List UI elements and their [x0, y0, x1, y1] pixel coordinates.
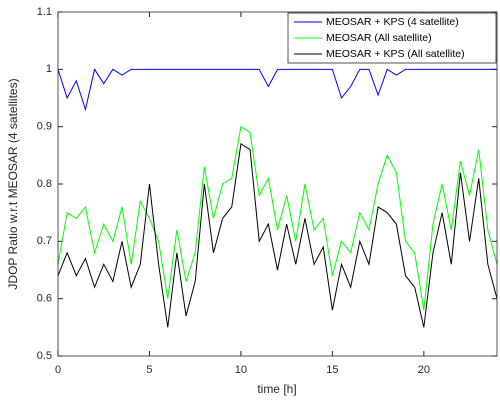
legend-label: MEOSAR + KPS (All satellite)	[326, 48, 465, 60]
legend-label: MEOSAR (All satellite)	[326, 32, 432, 44]
y-axis-label: JDOP Ratio w.r.t MEOSAR (4 satellites)	[6, 78, 20, 289]
legend-label: MEOSAR + KPS (4 satellite)	[326, 16, 459, 28]
series-line	[58, 68, 497, 112]
y-tick-label: 1.1	[37, 6, 52, 18]
x-tick-label: 20	[418, 364, 430, 376]
series-line	[58, 143, 497, 328]
y-tick-label: 0.8	[37, 178, 52, 190]
x-tick-label: 0	[55, 364, 61, 376]
y-tick-label: 0.6	[37, 293, 52, 305]
x-axis-label: time [h]	[257, 382, 296, 396]
y-tick-label: 0.9	[37, 121, 52, 133]
x-tick-label: 5	[146, 364, 152, 376]
x-tick-label: 15	[326, 364, 338, 376]
series-line	[58, 125, 497, 311]
x-tick-label: 10	[235, 364, 247, 376]
plot-area	[58, 12, 497, 356]
y-tick-label: 0.5	[37, 350, 52, 362]
legend-box	[287, 12, 497, 64]
y-tick-label: 0.7	[37, 235, 52, 247]
axes-box	[57, 11, 498, 357]
y-tick-label: 1	[46, 63, 52, 75]
